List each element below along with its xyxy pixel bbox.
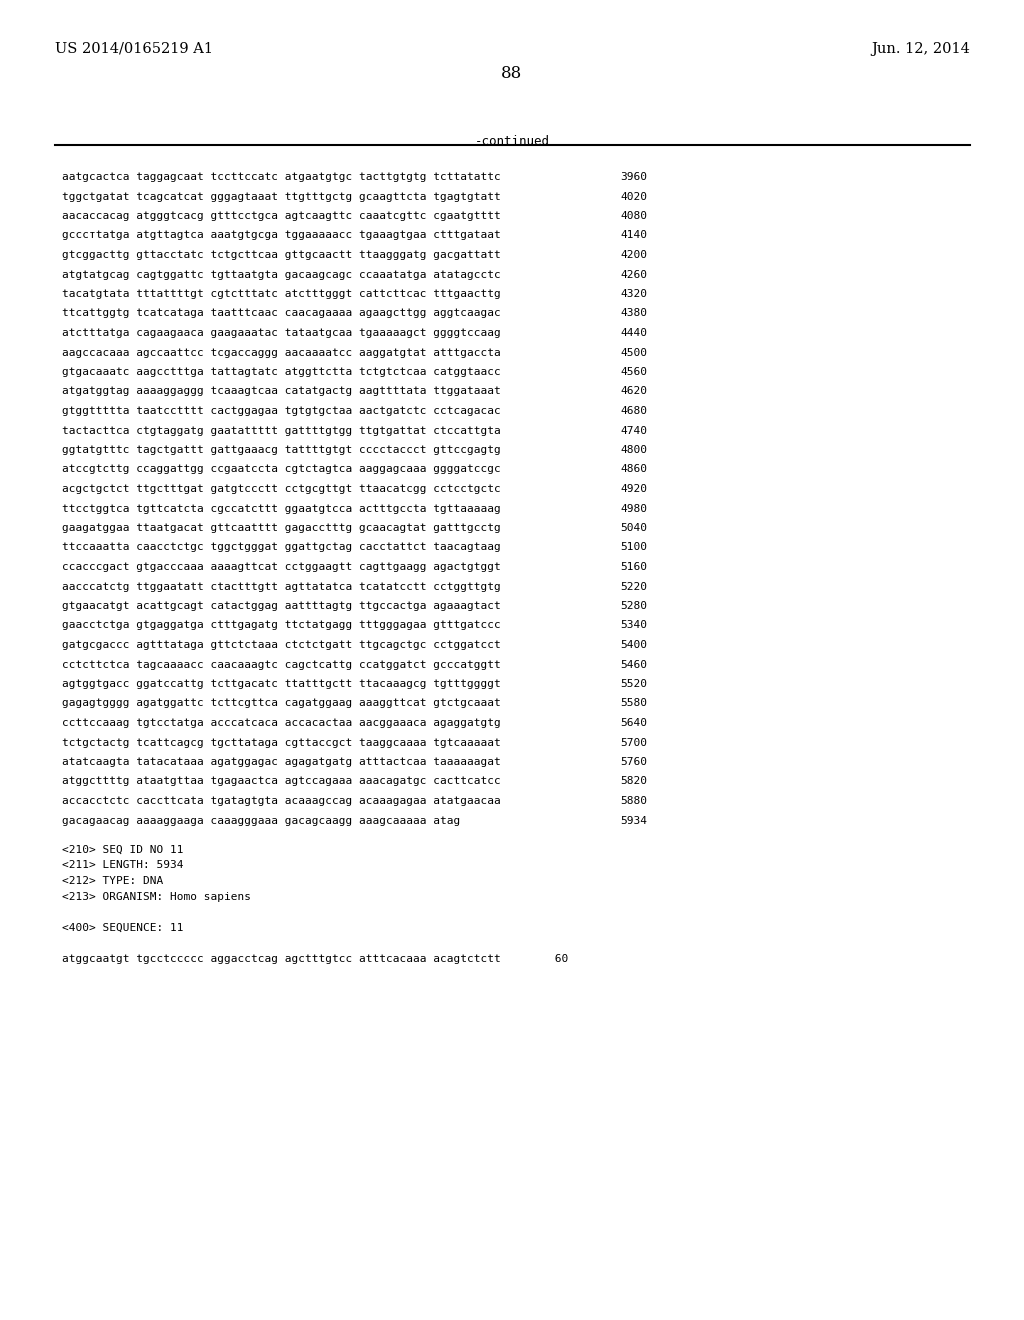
Text: 4740: 4740 bbox=[620, 425, 647, 436]
Text: 5100: 5100 bbox=[620, 543, 647, 553]
Text: 4860: 4860 bbox=[620, 465, 647, 474]
Text: atgatggtag aaaaggaggg tcaaagtcaa catatgactg aagttttata ttggataaat: atgatggtag aaaaggaggg tcaaagtcaa catatga… bbox=[62, 387, 501, 396]
Text: 5520: 5520 bbox=[620, 678, 647, 689]
Text: 5640: 5640 bbox=[620, 718, 647, 729]
Text: ttcattggtg tcatcataga taatttcaac caacagaaaa agaagcttgg aggtcaagac: ttcattggtg tcatcataga taatttcaac caacaga… bbox=[62, 309, 501, 318]
Text: atctttatga cagaagaaca gaagaaatac tataatgcaa tgaaaaagct ggggtccaag: atctttatga cagaagaaca gaagaaatac tataatg… bbox=[62, 327, 501, 338]
Text: 4680: 4680 bbox=[620, 407, 647, 416]
Text: aacaccacag atgggtcacg gtttcctgca agtcaagttc caaatcgttc cgaatgtttt: aacaccacag atgggtcacg gtttcctgca agtcaag… bbox=[62, 211, 501, 220]
Text: tctgctactg tcattcagcg tgcttataga cgttaccgct taaggcaaaa tgtcaaaaat: tctgctactg tcattcagcg tgcttataga cgttacc… bbox=[62, 738, 501, 747]
Text: 88: 88 bbox=[502, 65, 522, 82]
Text: 4140: 4140 bbox=[620, 231, 647, 240]
Text: aacccatctg ttggaatatt ctactttgtt agttatatca tcatatcctt cctggttgtg: aacccatctg ttggaatatt ctactttgtt agttata… bbox=[62, 582, 501, 591]
Text: tggctgatat tcagcatcat gggagtaaat ttgtttgctg gcaagttcta tgagtgtatt: tggctgatat tcagcatcat gggagtaaat ttgtttg… bbox=[62, 191, 501, 202]
Text: atggcaatgt tgcctccccc aggacctcag agctttgtcc atttcacaaa acagtctctt        60: atggcaatgt tgcctccccc aggacctcag agctttg… bbox=[62, 953, 568, 964]
Text: gtgaacatgt acattgcagt catactggag aattttagtg ttgccactga agaaagtact: gtgaacatgt acattgcagt catactggag aatttta… bbox=[62, 601, 501, 611]
Text: 5880: 5880 bbox=[620, 796, 647, 807]
Text: 4620: 4620 bbox=[620, 387, 647, 396]
Text: 5760: 5760 bbox=[620, 756, 647, 767]
Text: gagagtgggg agatggattc tcttcgttca cagatggaag aaaggttcat gtctgcaaat: gagagtgggg agatggattc tcttcgttca cagatgg… bbox=[62, 698, 501, 709]
Text: agtggtgacc ggatccattg tcttgacatc ttatttgctt ttacaaagcg tgtttggggt: agtggtgacc ggatccattg tcttgacatc ttatttg… bbox=[62, 678, 501, 689]
Text: 4980: 4980 bbox=[620, 503, 647, 513]
Text: 5580: 5580 bbox=[620, 698, 647, 709]
Text: gcccтtatga atgttagtca aaatgtgcga tggaaaaacc tgaaagtgaa ctttgataat: gcccтtatga atgttagtca aaatgtgcga tggaaaa… bbox=[62, 231, 501, 240]
Text: 4380: 4380 bbox=[620, 309, 647, 318]
Text: <212> TYPE: DNA: <212> TYPE: DNA bbox=[62, 876, 163, 886]
Text: 3960: 3960 bbox=[620, 172, 647, 182]
Text: -continued: -continued bbox=[474, 135, 550, 148]
Text: 5460: 5460 bbox=[620, 660, 647, 669]
Text: atccgtcttg ccaggattgg ccgaatccta cgtctagtca aaggagcaaa ggggatccgc: atccgtcttg ccaggattgg ccgaatccta cgtctag… bbox=[62, 465, 501, 474]
Text: 4200: 4200 bbox=[620, 249, 647, 260]
Text: 5160: 5160 bbox=[620, 562, 647, 572]
Text: 5280: 5280 bbox=[620, 601, 647, 611]
Text: atggcttttg ataatgttaa tgagaactca agtccagaaa aaacagatgc cacttcatcc: atggcttttg ataatgttaa tgagaactca agtccag… bbox=[62, 776, 501, 787]
Text: tactacttca ctgtaggatg gaatattttt gattttgtgg ttgtgattat ctccattgta: tactacttca ctgtaggatg gaatattttt gattttg… bbox=[62, 425, 501, 436]
Text: 5040: 5040 bbox=[620, 523, 647, 533]
Text: gtgacaaatc aagcctttga tattagtatc atggttctta tctgtctcaa catggtaacc: gtgacaaatc aagcctttga tattagtatc atggttc… bbox=[62, 367, 501, 378]
Text: 5934: 5934 bbox=[620, 816, 647, 825]
Text: 4320: 4320 bbox=[620, 289, 647, 300]
Text: <211> LENGTH: 5934: <211> LENGTH: 5934 bbox=[62, 861, 183, 870]
Text: accacctctc caccttcata tgatagtgta acaaagccag acaaagagaa atatgaacaa: accacctctc caccttcata tgatagtgta acaaagc… bbox=[62, 796, 501, 807]
Text: 5340: 5340 bbox=[620, 620, 647, 631]
Text: 5820: 5820 bbox=[620, 776, 647, 787]
Text: ccttccaaag tgtcctatga acccatcaca accacactaa aacggaaaca agaggatgtg: ccttccaaag tgtcctatga acccatcaca accacac… bbox=[62, 718, 501, 729]
Text: 4560: 4560 bbox=[620, 367, 647, 378]
Text: US 2014/0165219 A1: US 2014/0165219 A1 bbox=[55, 42, 213, 55]
Text: 4920: 4920 bbox=[620, 484, 647, 494]
Text: gtcggacttg gttacctatc tctgcttcaa gttgcaactt ttaagggatg gacgattatt: gtcggacttg gttacctatc tctgcttcaa gttgcaa… bbox=[62, 249, 501, 260]
Text: 4080: 4080 bbox=[620, 211, 647, 220]
Text: ttccaaatta caacctctgc tggctgggat ggattgctag cacctattct taacagtaag: ttccaaatta caacctctgc tggctgggat ggattgc… bbox=[62, 543, 501, 553]
Text: gaacctctga gtgaggatga ctttgagatg ttctatgagg tttgggagaa gtttgatccc: gaacctctga gtgaggatga ctttgagatg ttctatg… bbox=[62, 620, 501, 631]
Text: gacagaacag aaaaggaaga caaagggaaa gacagcaagg aaagcaaaaa atag: gacagaacag aaaaggaaga caaagggaaa gacagca… bbox=[62, 816, 460, 825]
Text: atatcaagta tatacataaa agatggagac agagatgatg atttactcaa taaaaaagat: atatcaagta tatacataaa agatggagac agagatg… bbox=[62, 756, 501, 767]
Text: ggtatgtttc tagctgattt gattgaaacg tattttgtgt cccctaccct gttccgagtg: ggtatgtttc tagctgattt gattgaaacg tattttg… bbox=[62, 445, 501, 455]
Text: ttcctggtca tgttcatcta cgccatcttt ggaatgtcca actttgccta tgttaaaaag: ttcctggtca tgttcatcta cgccatcttt ggaatgt… bbox=[62, 503, 501, 513]
Text: gtggttttta taatcctttt cactggagaa tgtgtgctaa aactgatctc cctcagacac: gtggttttta taatcctttt cactggagaa tgtgtgc… bbox=[62, 407, 501, 416]
Text: acgctgctct ttgctttgat gatgtccctt cctgcgttgt ttaacatcgg cctcctgctc: acgctgctct ttgctttgat gatgtccctt cctgcgt… bbox=[62, 484, 501, 494]
Text: tacatgtata tttattttgt cgtctttatc atctttgggt cattcttcac tttgaacttg: tacatgtata tttattttgt cgtctttatc atctttg… bbox=[62, 289, 501, 300]
Text: 4020: 4020 bbox=[620, 191, 647, 202]
Text: aagccacaaa agccaattcc tcgaccaggg aacaaaatcc aaggatgtat atttgaccta: aagccacaaa agccaattcc tcgaccaggg aacaaaa… bbox=[62, 347, 501, 358]
Text: cctcttctca tagcaaaacc caacaaagtc cagctcattg ccatggatct gcccatggtt: cctcttctca tagcaaaacc caacaaagtc cagctca… bbox=[62, 660, 501, 669]
Text: 4260: 4260 bbox=[620, 269, 647, 280]
Text: aatgcactca taggagcaat tccttccatc atgaatgtgc tacttgtgtg tcttatattc: aatgcactca taggagcaat tccttccatc atgaatg… bbox=[62, 172, 501, 182]
Text: ccacccgact gtgacccaaa aaaagttcat cctggaagtt cagttgaagg agactgtggt: ccacccgact gtgacccaaa aaaagttcat cctggaa… bbox=[62, 562, 501, 572]
Text: Jun. 12, 2014: Jun. 12, 2014 bbox=[871, 42, 970, 55]
Text: 5400: 5400 bbox=[620, 640, 647, 649]
Text: gaagatggaa ttaatgacat gttcaatttt gagacctttg gcaacagtat gatttgcctg: gaagatggaa ttaatgacat gttcaatttt gagacct… bbox=[62, 523, 501, 533]
Text: 5220: 5220 bbox=[620, 582, 647, 591]
Text: gatgcgaccc agtttataga gttctctaaa ctctctgatt ttgcagctgc cctggatcct: gatgcgaccc agtttataga gttctctaaa ctctctg… bbox=[62, 640, 501, 649]
Text: 4440: 4440 bbox=[620, 327, 647, 338]
Text: 4800: 4800 bbox=[620, 445, 647, 455]
Text: <400> SEQUENCE: 11: <400> SEQUENCE: 11 bbox=[62, 923, 183, 932]
Text: 5700: 5700 bbox=[620, 738, 647, 747]
Text: <210> SEQ ID NO 11: <210> SEQ ID NO 11 bbox=[62, 845, 183, 855]
Text: atgtatgcag cagtggattc tgttaatgta gacaagcagc ccaaatatga atatagcctc: atgtatgcag cagtggattc tgttaatgta gacaagc… bbox=[62, 269, 501, 280]
Text: 4500: 4500 bbox=[620, 347, 647, 358]
Text: <213> ORGANISM: Homo sapiens: <213> ORGANISM: Homo sapiens bbox=[62, 891, 251, 902]
